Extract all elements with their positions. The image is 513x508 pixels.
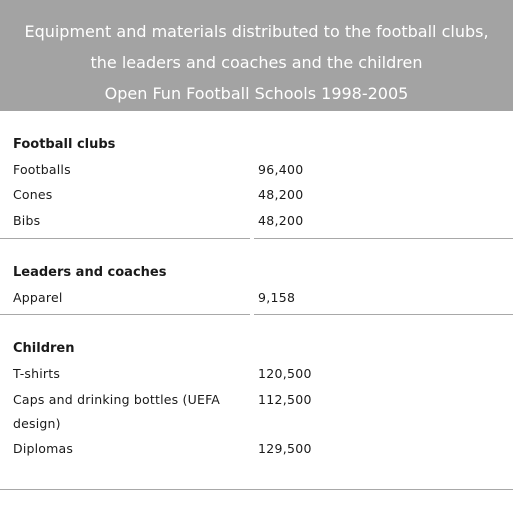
- row-value: 120,500: [258, 366, 312, 381]
- row-value: 9,158: [258, 290, 296, 305]
- row-label: Bibs: [13, 213, 41, 228]
- header-line-2: the leaders and coaches and the children: [90, 53, 423, 72]
- divider: [0, 489, 513, 490]
- row-value: 48,200: [258, 213, 304, 228]
- section-title-football-clubs: Football clubs: [13, 137, 116, 152]
- divider: [0, 238, 250, 239]
- row-label: Apparel: [13, 290, 63, 305]
- section-title-leaders-and-coaches: Leaders and coaches: [13, 265, 167, 280]
- row-value: 112,500: [258, 392, 312, 407]
- header-line-1: Equipment and materials distributed to t…: [24, 22, 489, 41]
- divider: [254, 238, 513, 239]
- row-label: T-shirts: [13, 366, 61, 381]
- row-value: 129,500: [258, 441, 312, 456]
- table-header: Equipment and materials distributed to t…: [0, 0, 513, 111]
- header-line-3: Open Fun Football Schools 1998-2005: [104, 84, 409, 103]
- divider: [0, 314, 250, 315]
- divider: [254, 314, 513, 315]
- section-title-children: Children: [13, 341, 75, 356]
- row-label: Footballs: [13, 162, 71, 177]
- row-value: 48,200: [258, 187, 304, 202]
- row-value: 96,400: [258, 162, 304, 177]
- row-label: Cones: [13, 187, 53, 202]
- row-label: Caps and drinking bottles (UEFA design): [13, 392, 221, 431]
- row-label: Diplomas: [13, 441, 74, 456]
